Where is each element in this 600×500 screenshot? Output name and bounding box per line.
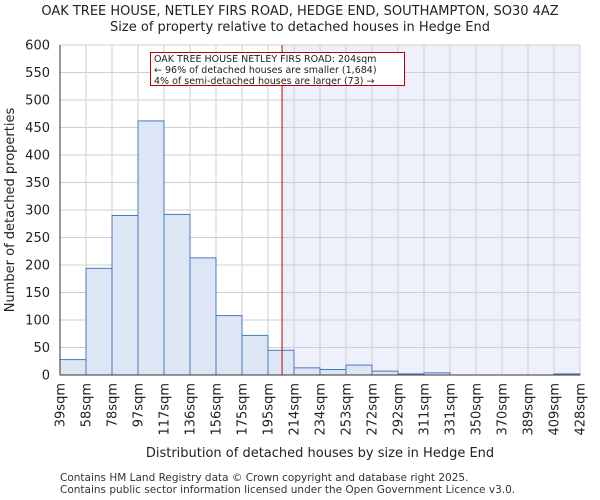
x-tick-label: 292sqm xyxy=(392,383,407,436)
histogram-bar xyxy=(111,215,139,376)
x-tick-label: 136sqm xyxy=(184,383,199,436)
x-tick-label: 58sqm xyxy=(80,383,95,427)
histogram-bar xyxy=(137,120,165,376)
property-annotation: OAK TREE HOUSE NETLEY FIRS ROAD: 204sqm … xyxy=(150,52,405,87)
x-tick-label: 78sqm xyxy=(106,383,121,427)
annotation-line-2: ← 96% of detached houses are smaller (1,… xyxy=(154,65,377,76)
x-tick-label: 195sqm xyxy=(262,383,277,436)
histogram-bar xyxy=(371,370,399,376)
x-tick-label: 156sqm xyxy=(210,383,225,436)
y-tick-label: 450 xyxy=(25,121,50,136)
histogram-bar xyxy=(345,364,373,376)
x-tick-label: 175sqm xyxy=(236,383,251,436)
x-tick-label: 331sqm xyxy=(444,383,459,436)
histogram-bar xyxy=(241,334,269,376)
y-tick-label: 150 xyxy=(25,286,50,301)
histogram-bar xyxy=(85,267,113,376)
annotation-line-1: OAK TREE HOUSE NETLEY FIRS ROAD: 204sqm xyxy=(154,54,377,65)
y-tick-label: 600 xyxy=(25,39,50,54)
x-tick-label: 214sqm xyxy=(288,383,303,436)
x-tick-label: 253sqm xyxy=(340,383,355,436)
x-tick-label: 272sqm xyxy=(366,383,381,436)
chart-title: OAK TREE HOUSE, NETLEY FIRS ROAD, HEDGE … xyxy=(41,4,559,19)
histogram-bar xyxy=(319,369,347,376)
x-tick-label: 350sqm xyxy=(470,383,485,436)
histogram-bar xyxy=(293,367,321,376)
annotation-line-3: 4% of semi-detached houses are larger (7… xyxy=(154,76,375,87)
chart-subtitle: Size of property relative to detached ho… xyxy=(110,20,490,35)
histogram-bar xyxy=(215,315,243,376)
x-tick-label: 97sqm xyxy=(132,383,147,427)
x-tick-label: 428sqm xyxy=(574,383,589,436)
histogram-bar xyxy=(59,359,87,376)
x-tick-label: 39sqm xyxy=(54,383,69,427)
x-tick-label: 370sqm xyxy=(496,383,511,436)
y-tick-label: 50 xyxy=(33,341,50,356)
x-tick-label: 117sqm xyxy=(158,383,173,436)
histogram-bar xyxy=(267,349,295,376)
footer-copyright: Contains HM Land Registry data © Crown c… xyxy=(60,472,469,484)
y-tick-label: 100 xyxy=(25,314,50,329)
footer-licence: Contains public sector information licen… xyxy=(60,484,516,496)
histogram-bar xyxy=(189,257,217,376)
x-axis-label: Distribution of detached houses by size … xyxy=(146,446,494,461)
x-tick-label: 311sqm xyxy=(418,383,433,436)
y-tick-label: 500 xyxy=(25,94,50,109)
x-tick-label: 234sqm xyxy=(314,383,329,436)
y-tick-label: 550 xyxy=(25,66,50,81)
y-tick-label: 250 xyxy=(25,231,50,246)
x-tick-label: 409sqm xyxy=(548,383,563,436)
y-tick-label: 200 xyxy=(25,259,50,274)
histogram-bar xyxy=(163,213,191,376)
y-tick-label: 350 xyxy=(25,176,50,191)
y-tick-label: 400 xyxy=(25,149,50,164)
y-tick-label: 0 xyxy=(42,369,50,384)
x-tick-label: 389sqm xyxy=(522,383,537,436)
y-axis-label: Number of detached properties xyxy=(3,108,18,313)
y-tick-label: 300 xyxy=(25,204,50,219)
